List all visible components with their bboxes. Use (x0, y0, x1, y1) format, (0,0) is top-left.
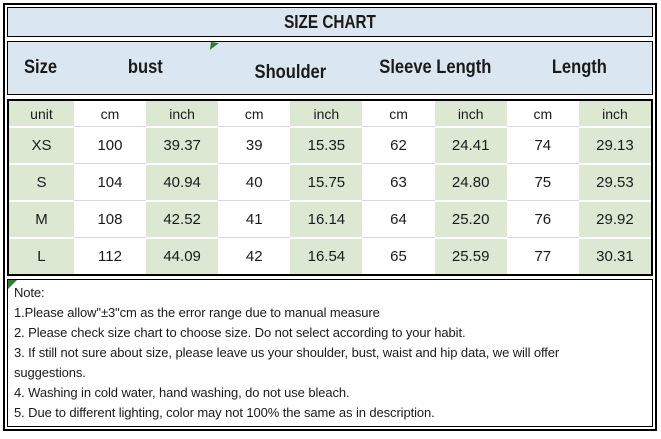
unit-cell: inch (434, 101, 507, 126)
value-cell: 24.41 (434, 126, 507, 163)
value-cell: 39 (218, 126, 291, 163)
value-cell: 15.35 (290, 126, 363, 163)
column-header-sleeve-length: Sleeve Length (378, 57, 491, 78)
note-line-5: 5. Due to different lighting, color may … (14, 405, 435, 420)
value-cell: 112 (73, 237, 147, 274)
table-row-l: L 112 44.09 42 16.54 65 25.59 77 30.31 (9, 237, 651, 274)
unit-cell: inch (290, 101, 363, 126)
value-cell: 62 (362, 126, 435, 163)
value-cell: 29.13 (578, 126, 651, 163)
value-cell: 40.94 (146, 163, 219, 200)
value-cell: 41 (218, 200, 291, 237)
note-line-4: 4. Washing in cold water, hand washing, … (14, 385, 350, 400)
notes-heading: Note: (14, 285, 45, 300)
value-cell: 75 (506, 163, 579, 200)
column-header-size: Size (24, 57, 58, 78)
value-cell: 15.75 (290, 163, 363, 200)
value-cell: 39.37 (146, 126, 219, 163)
value-cell: 65 (362, 237, 435, 274)
notes-section: Note: 1.Please allow"±3"cm as the error … (7, 279, 653, 427)
note-line-3: 3. If still not sure about size, please … (14, 345, 560, 360)
unit-cell: inch (146, 101, 219, 126)
outer-frame: SIZE CHART Size bust Shoulder Sleeve Len… (3, 3, 657, 431)
note-line-3-wrap: suggestions. (14, 365, 86, 380)
value-cell: 74 (506, 126, 579, 163)
unit-cell: inch (578, 101, 651, 126)
chart-title-bar: SIZE CHART (7, 7, 653, 37)
value-cell: 63 (362, 163, 435, 200)
unit-cell: cm (506, 101, 579, 126)
value-cell: 24.80 (434, 163, 507, 200)
unit-cell: unit (9, 101, 74, 126)
note-line-2: 2. Please check size chart to choose siz… (14, 325, 466, 340)
unit-cell: cm (362, 101, 435, 126)
value-cell: 108 (73, 200, 147, 237)
note-line-1: 1.Please allow"±3"cm as the error range … (14, 305, 380, 320)
page-title: SIZE CHART (284, 11, 376, 32)
size-label-cell: XS (9, 126, 74, 163)
unit-row: unit cm inch cm inch cm inch cm inch (9, 101, 651, 126)
value-cell: 16.54 (290, 237, 363, 274)
size-label-cell: L (9, 237, 74, 274)
value-cell: 77 (506, 237, 579, 274)
value-cell: 25.20 (434, 200, 507, 237)
size-label-cell: M (9, 200, 74, 237)
size-label-cell: S (9, 163, 74, 200)
table-row-s: S 104 40.94 40 15.75 63 24.80 75 29.53 (9, 163, 651, 200)
table-row-xs: XS 100 39.37 39 15.35 62 24.41 74 29.13 (9, 126, 651, 163)
value-cell: 104 (73, 163, 147, 200)
value-cell: 16.14 (290, 200, 363, 237)
value-cell: 30.31 (578, 237, 651, 274)
size-table: unit cm inch cm inch cm inch cm inch XS … (7, 99, 653, 276)
green-marker-icon (209, 42, 219, 52)
value-cell: 25.59 (434, 237, 507, 274)
value-cell: 42.52 (146, 200, 219, 237)
green-marker-icon (8, 280, 17, 289)
unit-cell: cm (218, 101, 291, 126)
column-header-length: Length (552, 57, 608, 78)
value-cell: 44.09 (146, 237, 219, 274)
value-cell: 42 (218, 237, 291, 274)
column-header-bust: bust (128, 57, 163, 78)
unit-cell: cm (73, 101, 147, 126)
value-cell: 64 (362, 200, 435, 237)
value-cell: 100 (73, 126, 147, 163)
value-cell: 29.92 (578, 200, 651, 237)
table-header-row: Size bust Shoulder Sleeve Length Length (7, 41, 653, 95)
value-cell: 29.53 (578, 163, 651, 200)
value-cell: 40 (218, 163, 291, 200)
value-cell: 76 (506, 200, 579, 237)
table-row-m: M 108 42.52 41 16.14 64 25.20 76 29.92 (9, 200, 651, 237)
column-header-shoulder: Shoulder (254, 62, 327, 83)
